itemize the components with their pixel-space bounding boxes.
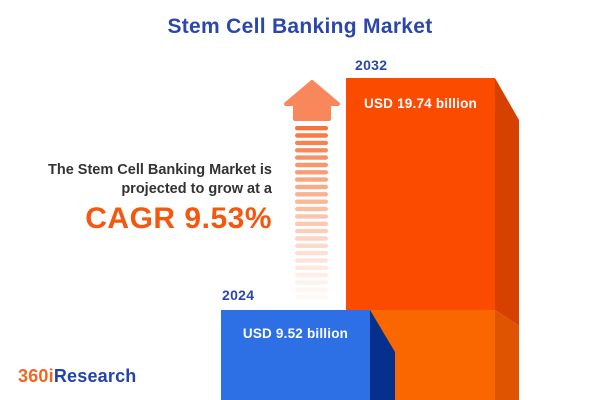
arrow-dashes <box>295 126 328 299</box>
logo-research: Research <box>53 366 137 386</box>
tagline-line1: The Stem Cell Banking Market is <box>47 162 272 178</box>
arrow-dash <box>295 170 328 175</box>
logo: 360iResearch <box>18 366 137 387</box>
arrow-dash <box>295 236 328 241</box>
arrow-dash <box>295 258 328 263</box>
year-label-2032: 2032 <box>355 57 388 73</box>
tagline-line2: projected to grow at a <box>121 181 272 197</box>
arrow-head-icon <box>284 80 340 121</box>
arrow-dash <box>295 280 328 285</box>
tagline: The Stem Cell Banking Market is projecte… <box>48 161 272 235</box>
arrow-dash <box>295 250 328 256</box>
bar-2032-front <box>346 78 495 310</box>
arrow-dash <box>295 155 328 160</box>
bar-2024-front <box>221 310 370 400</box>
arrow-dash <box>295 126 328 131</box>
bar-value-2032: USD 19.74 billion <box>364 96 477 111</box>
bar-2024-side <box>370 310 395 400</box>
bar-2032-base-side <box>495 310 519 400</box>
arrow-dash <box>295 228 328 234</box>
bar-value-2024: USD 9.52 billion <box>242 326 349 341</box>
arrow-dash <box>295 287 328 293</box>
arrow-dash <box>295 133 328 138</box>
arrow-dash <box>295 199 328 204</box>
arrow-dash <box>295 295 328 299</box>
arrow-dash <box>295 243 328 248</box>
arrow-dash <box>295 148 328 153</box>
bar-2032-side <box>495 78 519 326</box>
arrow-dash <box>295 162 328 168</box>
arrow-dash <box>295 184 328 190</box>
arrow-dash <box>295 206 328 212</box>
page-title: Stem Cell Banking Market <box>167 15 433 38</box>
arrow-dash <box>295 192 328 197</box>
arrow-dash <box>295 177 328 182</box>
bar-2024 <box>221 310 395 400</box>
arrow-dash <box>295 140 328 146</box>
logo-360i: 360i <box>18 366 54 386</box>
arrow-dash <box>295 273 328 278</box>
year-label-2024: 2024 <box>222 287 255 303</box>
arrow-dash <box>295 265 328 270</box>
arrow-dash <box>295 214 328 219</box>
bar-2032 <box>346 78 519 400</box>
cagr-value: CAGR 9.53% <box>85 202 272 235</box>
arrow-dash <box>295 221 328 226</box>
growth-arrow <box>284 80 340 299</box>
